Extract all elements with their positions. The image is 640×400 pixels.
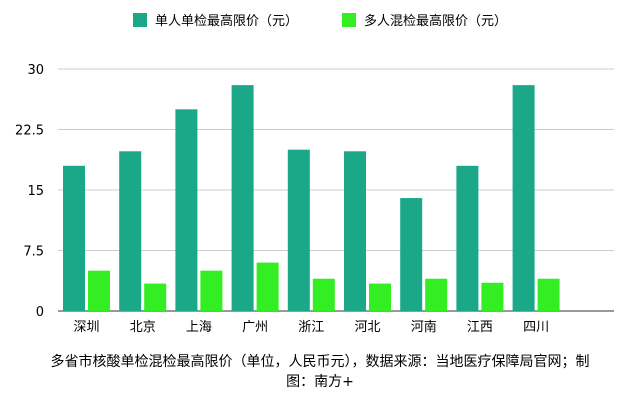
legend-item-pooled: 多人混检最高限价（元） (342, 10, 507, 29)
bar-pooled-1 (144, 283, 167, 311)
chart-caption: 多省市核酸单检混检最高限价（单位，人民币元），数据来源：当地医疗保障局官网；制图… (50, 354, 590, 390)
y-tick-label: 22.5 (15, 124, 44, 139)
legend-label-pooled: 多人混检最高限价（元） (364, 14, 508, 29)
bar-single-7 (456, 165, 479, 311)
bar-pooled-3 (256, 262, 279, 311)
x-category-label: 江西 (467, 320, 493, 335)
y-tick-label: 7.5 (23, 245, 44, 260)
x-category-label: 河北 (354, 320, 380, 335)
x-category-label: 北京 (130, 320, 156, 335)
x-category-label: 浙江 (298, 320, 324, 335)
bar-single-5 (344, 151, 366, 311)
y-tick-label: 30 (27, 63, 44, 78)
x-category-label: 上海 (186, 320, 212, 335)
bar-single-4 (287, 149, 310, 311)
x-category-label: 广州 (242, 320, 268, 335)
legend-item-single: 单人单检最高限价（元） (132, 10, 298, 29)
bar-single-3 (231, 85, 254, 311)
legend-swatch-single (132, 12, 147, 27)
bar-single-2 (175, 109, 198, 311)
x-category-label: 深圳 (73, 320, 99, 335)
x-category-label: 四川 (523, 320, 549, 335)
legend: 单人单检最高限价（元） 多人混检最高限价（元） (0, 10, 640, 29)
bar-pooled-2 (200, 270, 223, 311)
y-tick-label: 15 (27, 184, 44, 199)
bar-pooled-7 (481, 282, 504, 311)
bar-pooled-0 (88, 270, 110, 311)
legend-swatch-pooled (342, 12, 356, 27)
bar-single-8 (512, 85, 535, 311)
bar-pooled-6 (425, 278, 448, 311)
bar-single-6 (400, 198, 423, 311)
bar-pooled-5 (369, 283, 391, 311)
y-tick-label: 0 (36, 305, 44, 320)
bar-pooled-8 (537, 278, 560, 311)
bar-single-1 (119, 151, 142, 311)
bar-single-0 (63, 165, 85, 311)
bar-pooled-4 (312, 278, 335, 311)
x-category-label: 河南 (411, 319, 437, 335)
legend-label-single: 单人单检最高限价（元） (154, 14, 298, 29)
